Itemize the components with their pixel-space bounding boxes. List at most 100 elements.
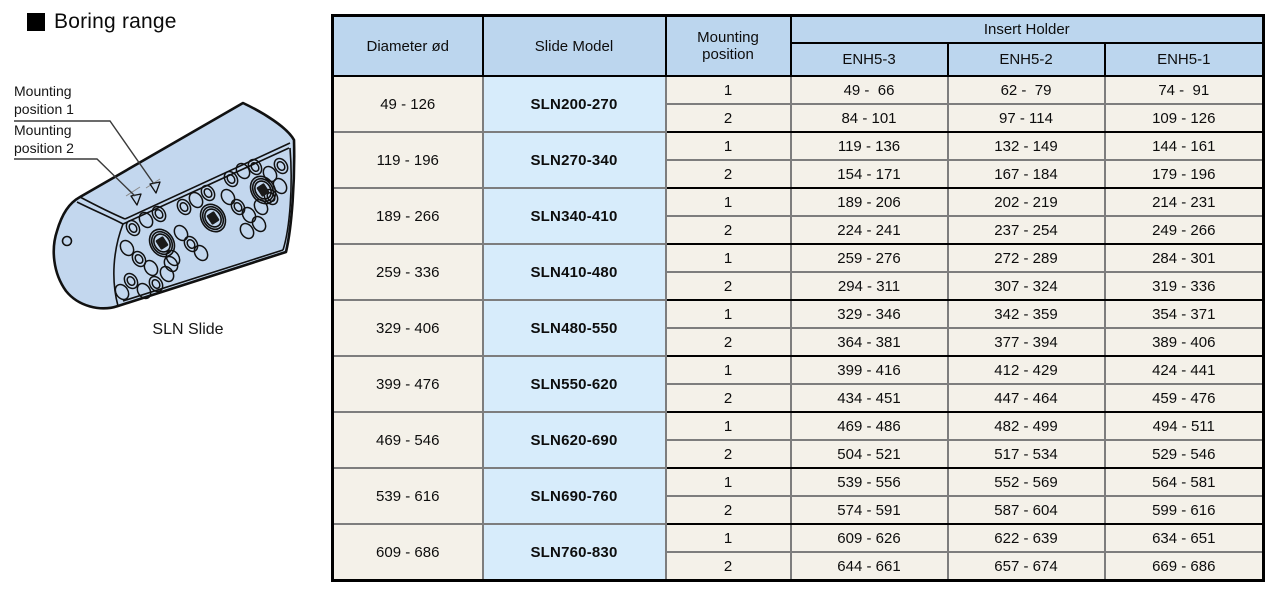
header-row-1: Diameter ød Slide Model Mounting positio… [331, 14, 1265, 77]
range-cell-enh5-1: 74 - 91 [1103, 75, 1265, 105]
diameter-cell: 609 - 686 [331, 523, 484, 582]
diameter-cell: 189 - 266 [331, 187, 484, 245]
range-cell-enh5-3: 609 - 626 [789, 523, 949, 553]
range-cell-enh5-3: 364 - 381 [789, 327, 949, 357]
range-cell-enh5-3: 224 - 241 [789, 215, 949, 245]
col-header-enh5-2: ENH5-2 [946, 42, 1106, 77]
table-row: 2 84 - 101 97 - 114 109 - 126 [333, 103, 1265, 133]
header-row-2: ENH5-3 ENH5-2 ENH5-1 [333, 42, 1265, 77]
slide-body-shape [52, 101, 296, 310]
slide-large-bores [148, 175, 277, 258]
mounting-position-cell: 2 [664, 383, 792, 413]
range-cell-enh5-3: 504 - 521 [789, 439, 949, 469]
table-row: 2 434 - 451 447 - 464 459 - 476 [333, 383, 1265, 413]
range-cell-enh5-1: 564 - 581 [1103, 467, 1265, 497]
range-cell-enh5-1: 179 - 196 [1103, 159, 1265, 189]
range-cell-enh5-1: 319 - 336 [1103, 271, 1265, 301]
range-cell-enh5-3: 154 - 171 [789, 159, 949, 189]
figure-caption: SLN Slide [152, 321, 224, 338]
mounting-position-cell: 1 [664, 131, 792, 161]
range-cell-enh5-1: 389 - 406 [1103, 327, 1265, 357]
range-cell-enh5-2: 587 - 604 [946, 495, 1106, 525]
table-row: 119 - 196 SLN270-340 1 119 - 136 132 - 149 14… [331, 131, 1265, 189]
table-header: Diameter ød Slide Model Mounting positio… [331, 14, 1265, 77]
col-header-enh5-3: ENH5-3 [789, 42, 949, 77]
range-cell-enh5-3: 329 - 346 [789, 299, 949, 329]
range-cell-enh5-1: 634 - 651 [1103, 523, 1265, 553]
table-row: 189 - 266 SLN340-410 1 189 - 206 202 - 219 21… [331, 187, 1265, 245]
diameter-cell: 119 - 196 [331, 131, 484, 189]
range-cell-enh5-3: 49 - 66 [789, 75, 949, 105]
range-cell-enh5-3: 189 - 206 [789, 187, 949, 217]
range-cell-enh5-1: 284 - 301 [1103, 243, 1265, 273]
range-cell-enh5-1: 599 - 616 [1103, 495, 1265, 525]
callout-mounting-position-1: Mounting position 1 [14, 83, 74, 117]
boring-range-table: Diameter ød Slide Model Mounting positio… [331, 14, 1266, 582]
table-row: 609 - 686 SLN760-830 1 609 - 626 622 - 639 63… [331, 523, 1265, 582]
table-row: 539 - 616 SLN690-760 1 539 - 556 552 - 569 56… [331, 467, 1265, 525]
range-cell-enh5-2: 657 - 674 [946, 551, 1106, 581]
range-cell-enh5-3: 539 - 556 [789, 467, 949, 497]
range-cell-enh5-2: 272 - 289 [946, 243, 1106, 273]
range-cell-enh5-3: 644 - 661 [789, 551, 949, 581]
range-cell-enh5-1: 459 - 476 [1103, 383, 1265, 413]
section-title: Boring range [27, 10, 177, 34]
mounting-position-cell: 1 [664, 75, 792, 105]
table-row: 2 364 - 381 377 - 394 389 - 406 [333, 327, 1265, 357]
mounting-position-1-marker-icon [149, 181, 161, 194]
slide-model-cell: SLN270-340 [481, 131, 667, 189]
end-cap-hole [61, 235, 73, 247]
table-row: 2 224 - 241 237 - 254 249 - 266 [333, 215, 1265, 245]
table-body: 49 - 126 SLN200-270 1 49 - 66 62 - 79 74 - 91… [331, 75, 1265, 582]
range-cell-enh5-1: 494 - 511 [1103, 411, 1265, 441]
mounting-position-cell: 2 [664, 215, 792, 245]
col-header-mounting-position: Mounting position [664, 14, 792, 77]
mounting-position-2-marker-icon [130, 193, 142, 206]
diameter-cell: 469 - 546 [331, 411, 484, 469]
table-row: 329 - 406 SLN480-550 1 329 - 346 342 - 359 35… [331, 299, 1265, 357]
mounting-position-cell: 2 [664, 271, 792, 301]
callout-mounting-position-2: Mounting position 2 [14, 122, 74, 156]
slide-model-cell: SLN760-830 [481, 523, 667, 582]
mounting-position-cell: 1 [664, 523, 792, 553]
table-row: 2 294 - 311 307 - 324 319 - 336 [333, 271, 1265, 301]
col-header-diameter: Diameter ød [331, 14, 484, 77]
mounting-position-header-label: Mounting position [697, 29, 759, 63]
mounting-position-cell: 1 [664, 467, 792, 497]
col-header-slide-model: Slide Model [481, 14, 667, 77]
mounting-position-cell: 2 [664, 159, 792, 189]
range-cell-enh5-1: 144 - 161 [1103, 131, 1265, 161]
mounting-position-cell: 1 [664, 243, 792, 273]
range-cell-enh5-3: 434 - 451 [789, 383, 949, 413]
slide-model-cell: SLN200-270 [481, 75, 667, 133]
mounting-position-markers [130, 181, 161, 206]
range-cell-enh5-2: 62 - 79 [946, 75, 1106, 105]
range-cell-enh5-1: 109 - 126 [1103, 103, 1265, 133]
range-cell-enh5-3: 119 - 136 [789, 131, 949, 161]
diameter-cell: 539 - 616 [331, 467, 484, 525]
range-cell-enh5-3: 574 - 591 [789, 495, 949, 525]
range-cell-enh5-2: 307 - 324 [946, 271, 1106, 301]
diameter-cell: 399 - 476 [331, 355, 484, 413]
range-cell-enh5-2: 412 - 429 [946, 355, 1106, 385]
mounting-position-cell: 2 [664, 327, 792, 357]
range-cell-enh5-2: 132 - 149 [946, 131, 1106, 161]
range-cell-enh5-2: 482 - 499 [946, 411, 1106, 441]
range-cell-enh5-2: 167 - 184 [946, 159, 1106, 189]
col-header-insert-holder: Insert Holder [789, 14, 1265, 44]
callout-leader-lines [14, 120, 155, 197]
table-row: 2 644 - 661 657 - 674 669 - 686 [333, 551, 1265, 581]
table-row: 259 - 336 SLN410-480 1 259 - 276 272 - 289 28… [331, 243, 1265, 301]
mounting-position-cell: 1 [664, 187, 792, 217]
range-cell-enh5-3: 294 - 311 [789, 271, 949, 301]
range-cell-enh5-2: 237 - 254 [946, 215, 1106, 245]
range-cell-enh5-3: 469 - 486 [789, 411, 949, 441]
slide-model-cell: SLN550-620 [481, 355, 667, 413]
range-cell-enh5-2: 202 - 219 [946, 187, 1106, 217]
range-cell-enh5-2: 377 - 394 [946, 327, 1106, 357]
diameter-cell: 49 - 126 [331, 75, 484, 133]
slide-model-cell: SLN480-550 [481, 299, 667, 357]
range-cell-enh5-1: 529 - 546 [1103, 439, 1265, 469]
section-marker-icon [27, 13, 45, 31]
